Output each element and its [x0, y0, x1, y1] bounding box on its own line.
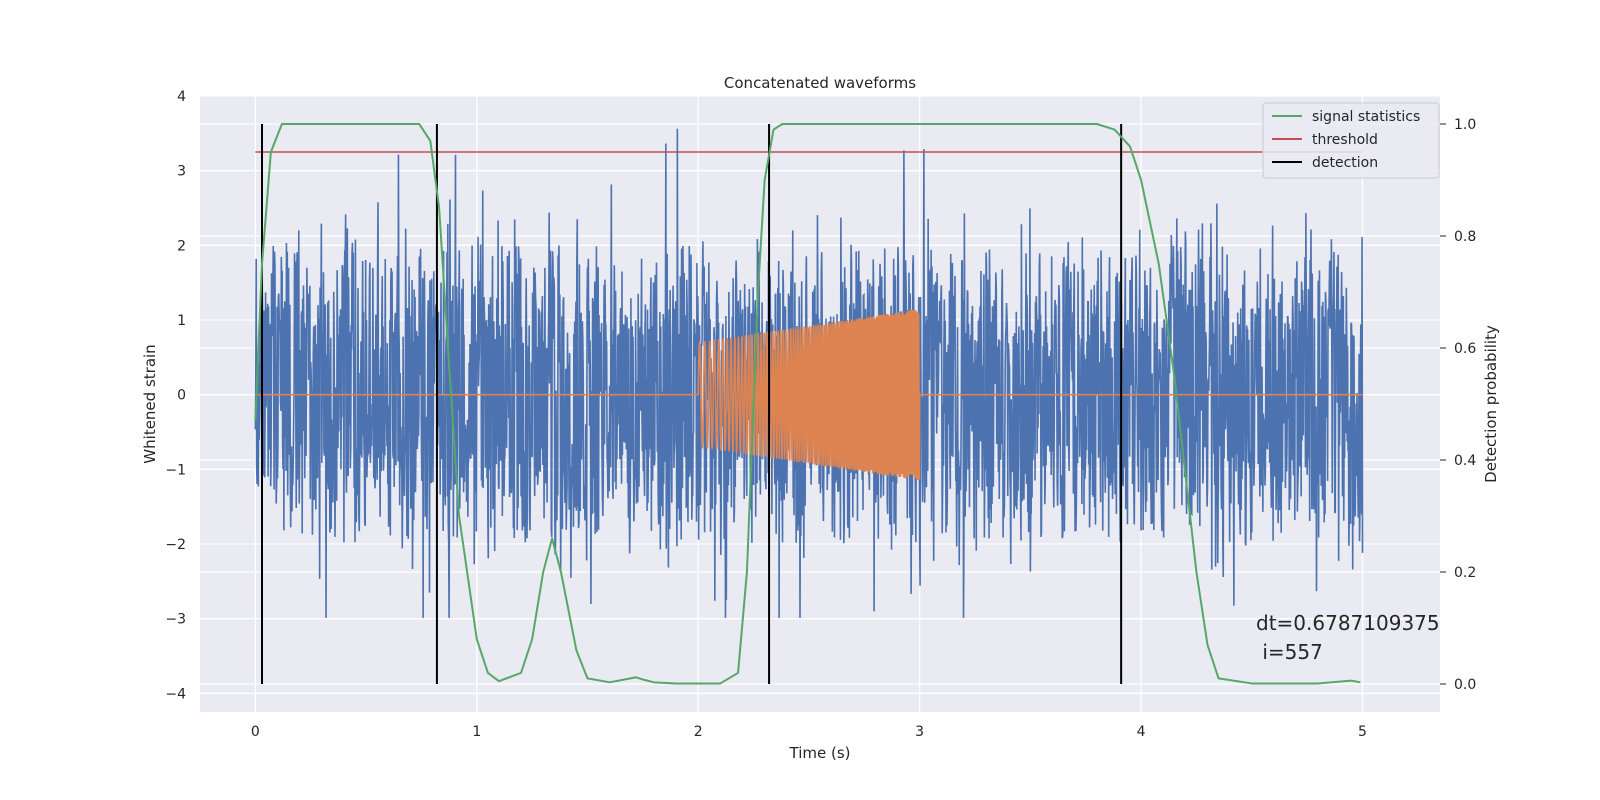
- signal-statistics-line: [254, 123, 1361, 685]
- chirp-series: [255, 309, 1363, 481]
- legend-label-threshold: threshold: [1312, 132, 1378, 148]
- y-tick-label-left: 3: [177, 164, 186, 180]
- chart-title: Concatenated waveforms: [724, 74, 916, 92]
- x-tick-label: 5: [1358, 724, 1367, 740]
- annotation-i: i=557: [1256, 640, 1323, 664]
- y-tick-label-left: 4: [177, 89, 186, 105]
- y-tick-label-right: 0.0: [1454, 677, 1476, 693]
- y-tick-label-right: 1.0: [1454, 117, 1476, 133]
- x-tick-label: 4: [1137, 724, 1146, 740]
- y-tick-label-left: 1: [177, 313, 186, 329]
- x-tick-label: 1: [472, 724, 481, 740]
- y-tick-label-left: −1: [165, 462, 186, 478]
- y-tick-label-right: 0.6: [1454, 341, 1476, 357]
- y-tick-label-left: 0: [177, 388, 186, 404]
- y-axis-label-right: Detection probability: [1482, 325, 1500, 483]
- annotation-dt: dt=0.6787109375: [1256, 611, 1440, 635]
- y-tick-label-left: −4: [165, 686, 186, 702]
- y-tick-label-left: −3: [165, 612, 186, 628]
- legend-label-signal-statistics: signal statistics: [1312, 109, 1420, 125]
- y-tick-label-left: −2: [165, 537, 186, 553]
- y-tick-label-right: 0.4: [1454, 453, 1476, 469]
- y-tick-label-left: 2: [177, 238, 186, 254]
- y-tick-label-right: 0.2: [1454, 565, 1476, 581]
- x-tick-label: 0: [251, 724, 260, 740]
- chirp-line: [255, 309, 1363, 481]
- x-tick-label: 3: [915, 724, 924, 740]
- tick-layer: 0 1 2 3 4 5 4 3 2 1 0 −1 −2 −3 −4 1.0 0.8 0.6 0.4 0.2 0.0: [165, 89, 1476, 740]
- legend-box: [1262, 102, 1440, 179]
- legend: signal statistics threshold detection: [1262, 102, 1440, 179]
- y-axis-label-left: Whitened strain: [141, 344, 159, 463]
- y-tick-label-right: 0.8: [1454, 229, 1476, 245]
- x-tick-label: 2: [694, 724, 703, 740]
- probability-layer: [254, 123, 1363, 685]
- x-axis-label: Time (s): [789, 744, 851, 762]
- legend-label-detection: detection: [1312, 155, 1378, 171]
